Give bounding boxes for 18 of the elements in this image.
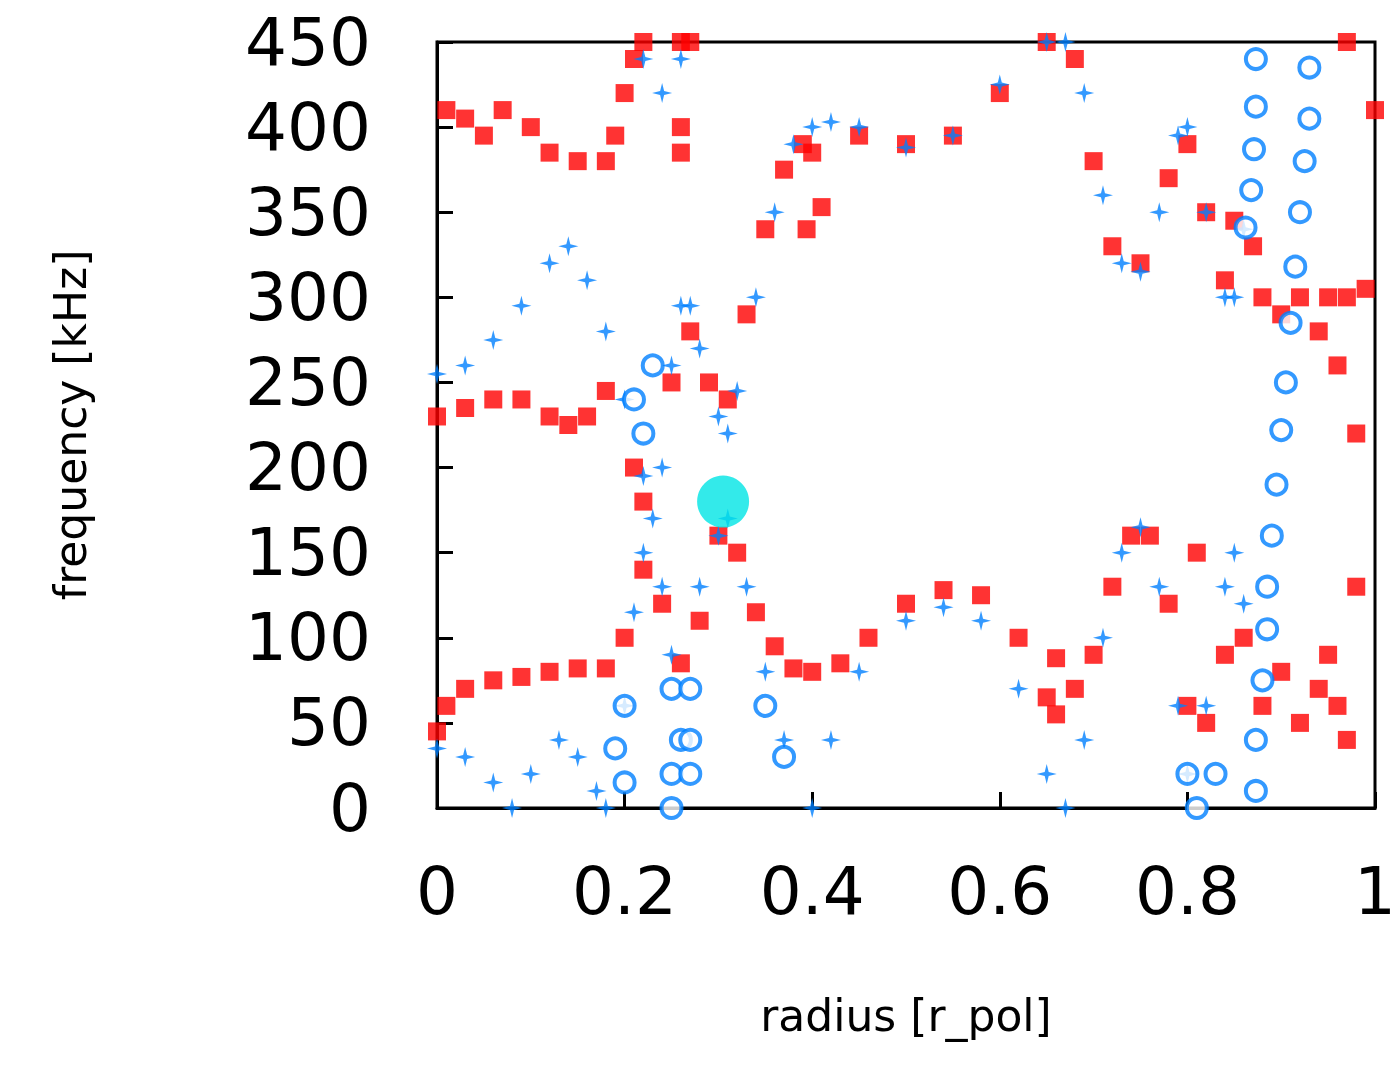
x-tick-label: 0.8 (1134, 852, 1240, 930)
y-tick-label: 200 (245, 429, 371, 507)
x-tick-label: 0 (416, 852, 458, 930)
y-tick-label: 100 (245, 599, 371, 677)
y-tick-label: 300 (245, 258, 371, 336)
x-tick-label: 0.4 (759, 852, 865, 930)
x-tick-label: 0.6 (947, 852, 1053, 930)
y-axis-title: frequency [kHz] (44, 249, 96, 601)
y-tick-label: 150 (245, 514, 371, 592)
y-tick-label: 50 (287, 684, 371, 762)
y-tick-label: 450 (245, 3, 371, 81)
x-axis-title: radius [r_pol] (760, 989, 1052, 1042)
x-tick-label: 0.2 (572, 852, 678, 930)
y-tick-label: 250 (245, 343, 371, 421)
y-tick-label: 350 (245, 173, 371, 251)
y-tick-label: 400 (245, 88, 371, 166)
x-tick-label: 1 (1354, 852, 1396, 930)
y-tick-label: 0 (329, 769, 371, 847)
